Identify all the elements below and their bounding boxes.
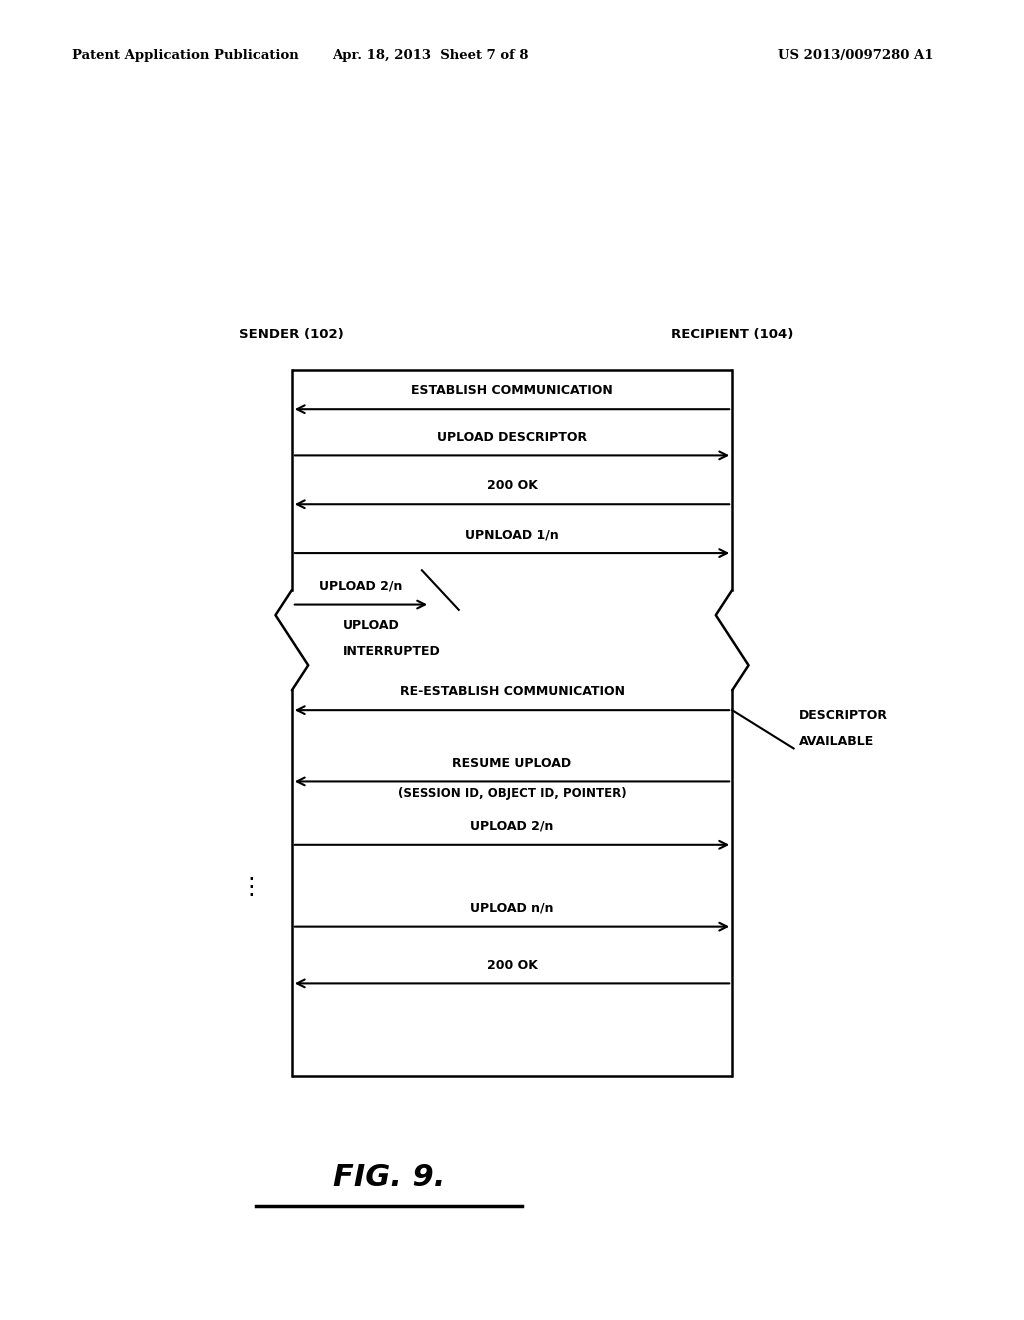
Text: ⋮: ⋮ <box>239 875 263 899</box>
Text: UPLOAD 2/n: UPLOAD 2/n <box>470 820 554 833</box>
Text: UPLOAD DESCRIPTOR: UPLOAD DESCRIPTOR <box>437 430 587 444</box>
Text: UPNLOAD 1/n: UPNLOAD 1/n <box>465 528 559 541</box>
Text: UPLOAD n/n: UPLOAD n/n <box>470 902 554 915</box>
Text: AVAILABLE: AVAILABLE <box>799 735 873 748</box>
Text: SENDER (102): SENDER (102) <box>240 327 344 341</box>
Text: RECIPIENT (104): RECIPIENT (104) <box>671 327 794 341</box>
Text: FIG. 9.: FIG. 9. <box>333 1163 445 1192</box>
Text: Patent Application Publication: Patent Application Publication <box>72 49 298 62</box>
Text: US 2013/0097280 A1: US 2013/0097280 A1 <box>778 49 934 62</box>
Text: (SESSION ID, OBJECT ID, POINTER): (SESSION ID, OBJECT ID, POINTER) <box>397 787 627 800</box>
Text: RESUME UPLOAD: RESUME UPLOAD <box>453 756 571 770</box>
Text: DESCRIPTOR: DESCRIPTOR <box>799 709 888 722</box>
Text: 200 OK: 200 OK <box>486 479 538 492</box>
Text: Apr. 18, 2013  Sheet 7 of 8: Apr. 18, 2013 Sheet 7 of 8 <box>332 49 528 62</box>
Text: UPLOAD 2/n: UPLOAD 2/n <box>319 579 402 593</box>
Text: RE-ESTABLISH COMMUNICATION: RE-ESTABLISH COMMUNICATION <box>399 685 625 698</box>
Text: INTERRUPTED: INTERRUPTED <box>343 645 440 659</box>
Text: 200 OK: 200 OK <box>486 958 538 972</box>
Text: UPLOAD: UPLOAD <box>343 619 399 632</box>
Text: ESTABLISH COMMUNICATION: ESTABLISH COMMUNICATION <box>411 384 613 397</box>
